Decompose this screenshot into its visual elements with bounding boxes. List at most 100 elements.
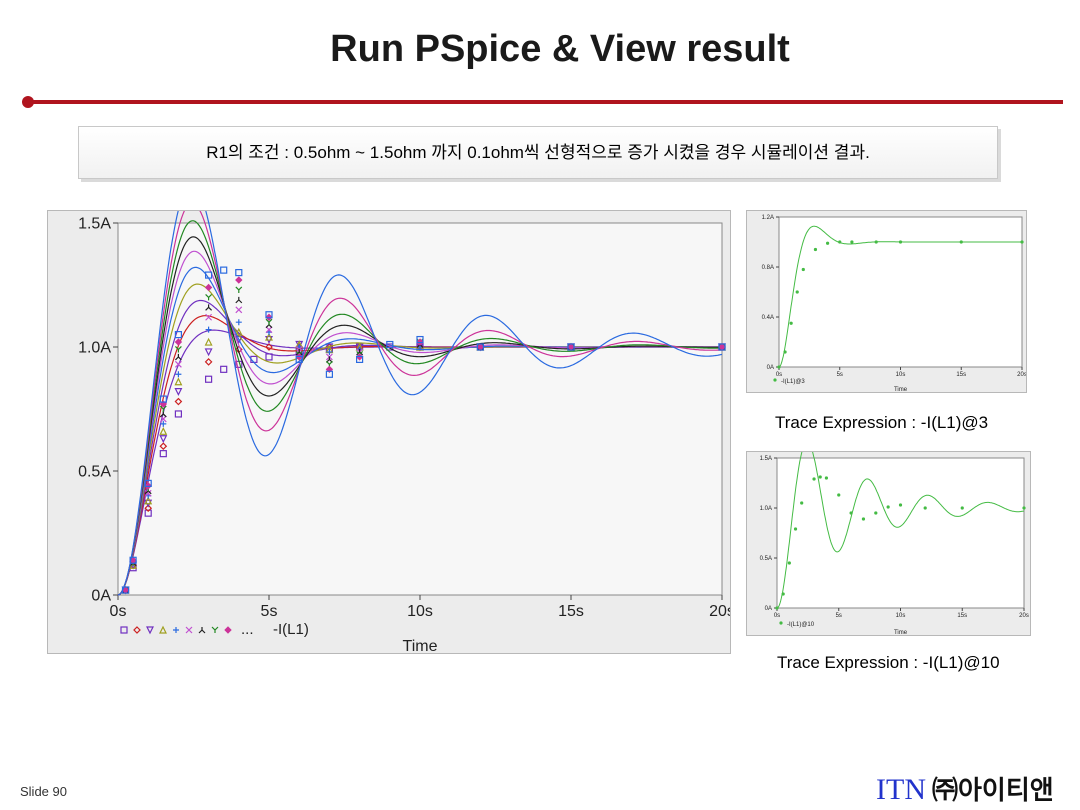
data-point: [812, 477, 816, 481]
data-point: [787, 561, 791, 565]
series-line: [776, 452, 1025, 609]
data-point: [129, 556, 137, 564]
data-point: [174, 377, 183, 386]
data-point: [159, 435, 168, 444]
data-point: [923, 506, 927, 510]
data-point: [235, 276, 243, 284]
data-point: [159, 426, 168, 435]
legend-ellipsis: ...: [241, 621, 254, 638]
x-tick-label: 0s: [110, 603, 127, 620]
data-point: [220, 266, 228, 274]
x-tick-label: 0s: [776, 372, 782, 378]
data-point: [205, 271, 213, 279]
data-point: [265, 326, 273, 334]
data-point: [174, 338, 183, 346]
data-point: [204, 283, 213, 292]
data-point: [818, 475, 822, 479]
y-tick-label: 0A: [765, 606, 772, 612]
y-tick-label: 0.5A: [78, 464, 111, 481]
data-point: [174, 353, 182, 361]
data-point: [793, 527, 798, 531]
data-point: [220, 365, 228, 373]
data-point: [783, 350, 787, 354]
data-point: [235, 286, 243, 293]
legend: ... -I(L1): [120, 621, 309, 638]
y-tick-label: 0A: [767, 365, 774, 371]
x-tick-label: 10s: [407, 603, 433, 620]
data-point: [265, 343, 273, 351]
data-point: [874, 240, 878, 244]
data-point: [175, 371, 182, 378]
data-point: [265, 332, 273, 341]
data-point: [198, 627, 206, 634]
series-line: [117, 211, 723, 596]
data-point: [235, 306, 243, 314]
slide-number: Slide 90: [20, 784, 67, 799]
data-point: [777, 365, 781, 369]
series-line: [117, 211, 723, 596]
y-tick-label: 0.5A: [760, 556, 772, 562]
data-point: [159, 395, 167, 403]
data-point: [204, 337, 213, 346]
data-point: [159, 625, 167, 634]
series-line: [117, 220, 722, 596]
data-point: [205, 375, 213, 383]
data-point: [174, 397, 183, 406]
data-point: [173, 627, 179, 633]
data-point: [235, 296, 243, 304]
data-point: [295, 355, 303, 363]
data-point: [144, 504, 153, 513]
legend: -I(L1)@3: [773, 378, 805, 385]
data-point: [204, 358, 213, 366]
data-point: [1020, 240, 1024, 244]
data-point: [874, 511, 878, 515]
data-point: [235, 319, 242, 326]
y-tick-label: 1.0A: [78, 340, 111, 357]
x-tick-label: 20s: [1017, 372, 1026, 378]
data-point: [416, 335, 424, 344]
x-tick-label: 10s: [896, 372, 906, 378]
data-point: [159, 442, 168, 451]
data-point: [960, 506, 964, 510]
data-point: [174, 330, 183, 339]
data-point: [121, 586, 130, 594]
data-point: [850, 240, 854, 244]
x-axis-label: Time: [894, 387, 908, 392]
data-point: [775, 606, 779, 610]
data-point: [205, 326, 212, 333]
logo-korean: ㈜아이티앤: [931, 776, 1054, 806]
data-point: [159, 415, 167, 423]
data-point: [800, 501, 804, 505]
data-point: [476, 343, 484, 351]
data-point: [813, 247, 818, 252]
plot-area: [778, 216, 1023, 368]
y-tick-label: 0.4A: [762, 315, 774, 321]
x-tick-label: 10s: [896, 613, 906, 619]
data-point: [159, 405, 167, 412]
legend: -I(L1)@10: [779, 621, 815, 628]
data-point: [1022, 506, 1026, 510]
data-point: [325, 370, 333, 378]
legend-marker: [779, 621, 783, 625]
trace3-label: Trace Expression : -I(L1)@3: [775, 413, 989, 432]
company-logo: ITN ㈜아이티앤: [876, 770, 1054, 807]
data-point: [326, 348, 333, 355]
data-point: [837, 493, 841, 497]
data-point: [898, 503, 903, 507]
data-point: [144, 496, 153, 505]
data-point: [234, 335, 243, 344]
data-point: [838, 240, 842, 244]
trace3-chart-panel: 0A 0.4A 0.8A 1.2A 0s 5s 10s 15s 20s Time -I(L1)@3: [746, 210, 1027, 393]
x-tick-label: 15s: [957, 613, 967, 619]
x-tick-label: 5s: [837, 372, 843, 378]
data-point: [205, 304, 213, 311]
data-point: [224, 626, 232, 634]
x-tick-label: 15s: [956, 372, 966, 378]
trace10-label: Trace Expression : -I(L1)@10: [777, 653, 1000, 672]
data-point: [205, 293, 213, 301]
plot-area: [776, 457, 1025, 609]
data-point: [781, 592, 785, 596]
data-point: [898, 240, 903, 244]
data-point: [144, 489, 152, 497]
trace10-chart: 0A 0.5A 1.0A 1.5A 0s 5s 10s 15s 20s Time -I(L1)@10: [760, 452, 1029, 635]
